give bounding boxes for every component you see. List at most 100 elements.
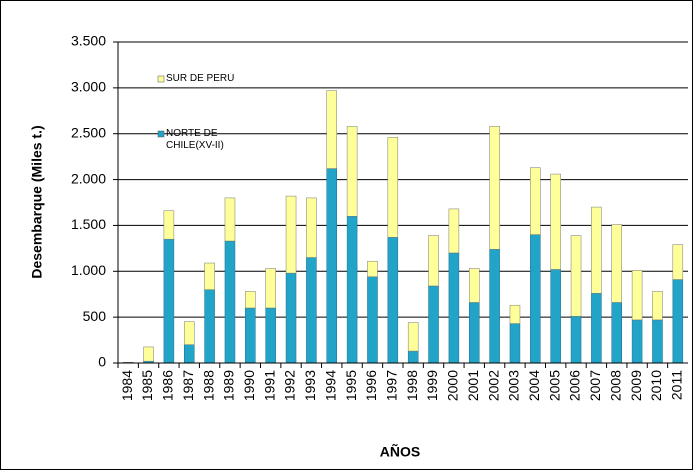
bar-segment [224,197,236,242]
bar-segment [143,346,154,362]
x-tick-label: 2002 [485,370,501,401]
bar-segment [652,291,663,321]
bar-segment [204,289,215,364]
bar-segment [550,269,561,364]
x-tick-label: 1989 [221,370,237,401]
bar-segment [285,195,297,274]
bar-segment [530,167,541,235]
y-tick-label: 3.500 [71,33,106,49]
x-tick-label: 1998 [404,370,420,401]
y-tick-label: 1.000 [71,262,106,278]
bar-segment [570,315,582,364]
x-tick-label: 1999 [424,370,440,401]
bar-segment [489,126,500,250]
bar-segment [631,270,643,321]
bar-segment [224,240,236,364]
x-tick-label: 1988 [200,370,216,401]
bar-segment [184,344,195,364]
legend-label-box: NORTE DE CHILE(XV-II) [166,128,224,151]
bar-segment [591,293,602,364]
legend-label: NORTE DE CHILE(XV-II) [166,128,224,151]
legend-label: SUR DE PERÚ [166,73,235,84]
y-tick-label: 0 [98,354,106,370]
bar-segment [326,168,337,364]
bar-segment [245,291,256,309]
bar-segment [163,238,175,364]
bar-segment [306,257,317,364]
x-tick-label: 2004 [526,370,542,401]
x-tick-label: 2011 [669,370,685,400]
x-tick-label: 2009 [628,370,644,401]
bar-segment [570,235,582,317]
bar-segment [407,350,419,364]
bar-segment [367,260,378,278]
x-tick-label: 1991 [261,370,277,401]
bar-segment [346,126,358,217]
bar-segment [265,307,276,364]
x-tick-label: 2005 [546,370,562,401]
y-tick-label: 500 [83,308,107,324]
legend-label-box: SUR DE PERÚ [166,73,235,84]
x-tick-label: 1992 [282,370,298,401]
y-tick-label: 2.500 [71,124,106,140]
x-tick-label: 1985 [139,370,155,401]
bar-segment [326,90,337,169]
bar-segment [245,307,256,364]
bar-segment [448,252,460,364]
bar-segment [346,216,358,364]
x-tick-label: 1995 [343,370,359,401]
x-tick-label: 1984 [119,370,135,401]
bar-segment [469,268,480,303]
x-tick-label: 1993 [302,370,318,401]
bar-segment [591,206,602,294]
bar-segment [306,197,317,258]
bar-segment [611,224,622,303]
bar-segment [652,319,663,364]
x-tick-label: 1990 [241,370,257,401]
x-tick-label: 2000 [445,370,461,401]
x-tick-label: 2010 [648,370,664,401]
bar-segment [204,262,215,290]
legend-swatch [157,75,165,83]
x-axis-title: AÑOS [380,443,420,460]
bar-segment [448,208,460,254]
bar-segment [469,302,480,364]
x-tick-label: 2007 [587,370,603,401]
bar-segment [163,210,175,240]
bar-segment [265,268,276,309]
bar-segment [550,173,561,270]
bar-segment [672,244,684,280]
bar-segment [509,323,521,364]
x-tick-label: 1997 [384,370,400,401]
bar-segment [387,237,399,364]
x-tick-label: 1987 [180,370,196,401]
x-tick-label: 1986 [160,370,176,401]
bar-segment [428,235,439,287]
x-tick-label: 2008 [607,370,623,401]
x-tick-label: 1994 [322,370,338,401]
y-tick-label: 2.000 [71,170,106,186]
x-tick-label: 2003 [506,370,522,401]
x-tick-label: 2001 [465,370,481,401]
legend-swatch [157,130,165,138]
x-tick-label: 1996 [363,370,379,401]
y-axis-title: Desembarque (Miles t.) [29,125,45,278]
bar-segment [407,322,419,352]
x-tick-label: 2006 [567,370,583,401]
bar-segment [184,321,195,345]
bar-segment [285,272,297,364]
bar-segment [631,319,643,364]
bar-segment [428,285,439,364]
bar-segment [530,234,541,364]
bar-segment [367,276,378,364]
bar-segment [611,302,622,364]
y-tick-label: 1.500 [71,216,106,232]
bar-segment [509,304,521,324]
bar-segment [672,279,684,364]
bar-segment [387,137,399,238]
y-tick-label: 3.000 [71,79,106,95]
bar-segment [489,249,500,364]
